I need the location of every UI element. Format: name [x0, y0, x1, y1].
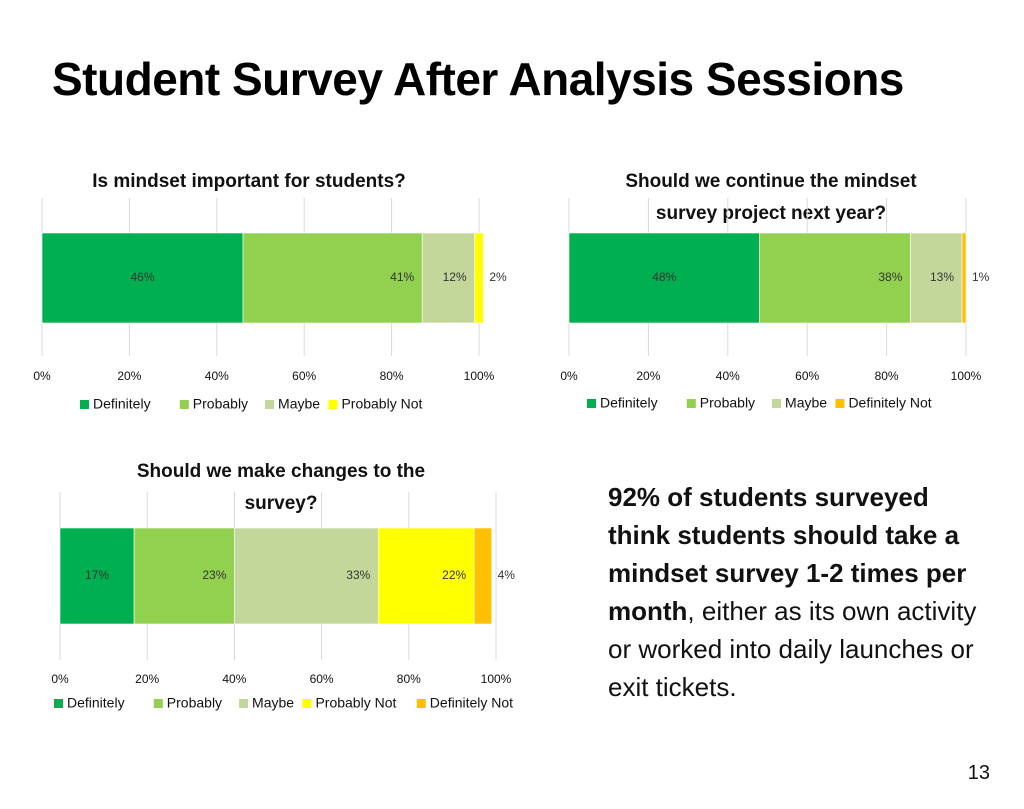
slide-title: Student Survey After Analysis Sessions: [52, 53, 904, 105]
bar-segment: [910, 232, 963, 324]
data-label: 12%: [443, 270, 467, 284]
data-label: 48%: [652, 270, 676, 284]
callout-text: 92% of students surveyed think students …: [608, 478, 998, 706]
chart-continue-project: Should we continue the mindset survey pro…: [555, 160, 1015, 420]
legend-swatch: [179, 400, 189, 409]
callout-rest: , either as its own activity or worked i…: [608, 596, 977, 702]
bar-segment: [759, 232, 911, 324]
tick-label: 100%: [464, 369, 495, 383]
tick-label: 20%: [117, 369, 141, 383]
callout-bold: 92% of students surveyed think students …: [608, 482, 967, 626]
legend-label: Probably Not: [315, 695, 396, 711]
tick-label: 20%: [636, 369, 660, 383]
tick-label: 60%: [795, 369, 819, 383]
bar-segment: [961, 232, 967, 324]
chart-mindset-important: Is mindset important for students? 0% 20% 4…: [28, 160, 518, 420]
legend-swatch: [265, 400, 275, 409]
tick-label: 100%: [481, 672, 512, 686]
legend-swatch: [54, 699, 63, 708]
bar-segment: [59, 527, 135, 625]
legend-label: Definitely: [600, 395, 658, 411]
chart-svg: Is mindset important for students? 0% 20% 4…: [33, 171, 507, 412]
data-label: 23%: [202, 568, 226, 582]
legend-label: Definitely: [93, 396, 151, 412]
legend-swatch: [239, 699, 249, 708]
legend-swatch: [772, 399, 782, 408]
tick-label: 60%: [310, 672, 334, 686]
bar-segment: [568, 232, 760, 324]
data-label: 22%: [442, 568, 466, 582]
bar-segment: [421, 232, 475, 324]
data-label: 38%: [878, 270, 902, 284]
chart-title: Is mindset important for students?: [92, 171, 406, 192]
data-label: 17%: [85, 568, 109, 582]
bar-segment: [41, 232, 244, 324]
tick-label: 40%: [222, 672, 246, 686]
data-label: 33%: [346, 568, 370, 582]
chart-title: Should we continue the mindset: [625, 171, 917, 192]
legend-swatch: [416, 699, 426, 708]
tick-label: 0%: [33, 369, 51, 383]
tick-label: 0%: [560, 369, 578, 383]
tick-label: 80%: [397, 672, 421, 686]
page-number: 13: [967, 762, 990, 784]
chart-title: survey?: [245, 493, 318, 514]
tick-label: 20%: [135, 672, 159, 686]
legend-label: Maybe: [252, 695, 294, 711]
legend-label: Probably: [700, 395, 755, 411]
chart-svg: Should we continue the mindset survey pro…: [560, 171, 990, 411]
tick-label: 0%: [51, 672, 69, 686]
legend-label: Definitely Not: [848, 395, 931, 411]
data-label: 1%: [972, 270, 990, 284]
legend-swatch: [328, 400, 338, 409]
tick-label: 60%: [292, 369, 316, 383]
legend-label: Definitely Not: [430, 695, 513, 711]
legend-label: Probably: [167, 695, 222, 711]
bar-segment: [473, 527, 492, 625]
data-label: 41%: [390, 270, 414, 284]
data-label: 4%: [498, 568, 516, 582]
tick-label: 80%: [875, 369, 899, 383]
data-label: 46%: [130, 270, 154, 284]
legend-label: Probably Not: [341, 396, 422, 412]
tick-label: 40%: [205, 369, 229, 383]
legend-swatch: [587, 399, 596, 408]
bar-segment: [377, 527, 475, 625]
tick-label: 80%: [380, 369, 404, 383]
legend-label: Maybe: [278, 396, 320, 412]
data-label: 13%: [930, 270, 954, 284]
legend-swatch: [686, 399, 696, 408]
bar-segment: [474, 232, 484, 324]
tick-label: 40%: [716, 369, 740, 383]
bar-segment: [234, 527, 379, 625]
legend-swatch: [835, 399, 845, 408]
legend-label: Maybe: [785, 395, 827, 411]
bar-segment: [133, 527, 235, 625]
legend-swatch: [80, 400, 89, 409]
legend-label: Definitely: [67, 695, 125, 711]
chart-title: survey project next year?: [656, 203, 886, 224]
chart-title: Should we make changes to the: [137, 461, 425, 482]
legend-swatch: [153, 699, 163, 708]
legend-label: Probably: [193, 396, 248, 412]
legend-swatch: [302, 699, 312, 708]
data-label: 2%: [489, 270, 507, 284]
chart-svg: Should we make changes to the survey? 0% 20…: [51, 461, 516, 711]
tick-label: 100%: [951, 369, 982, 383]
chart-make-changes: Should we make changes to the survey? 0% 20…: [40, 450, 530, 720]
